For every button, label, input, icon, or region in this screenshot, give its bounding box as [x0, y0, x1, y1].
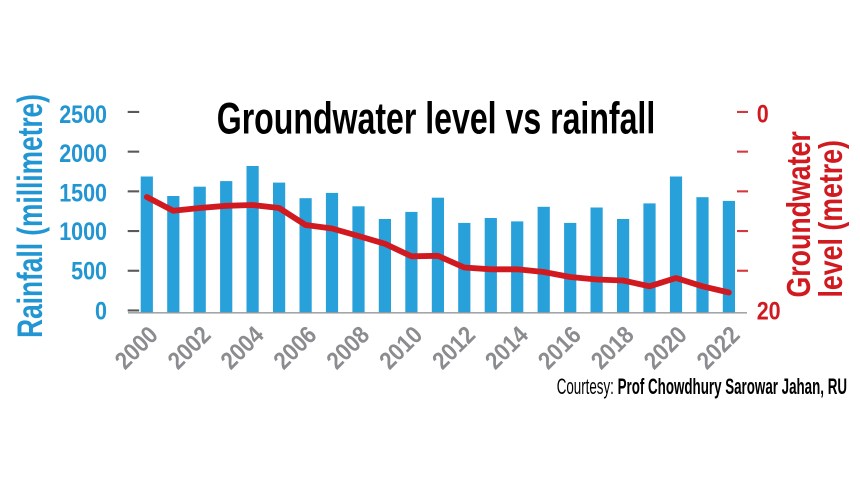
svg-text:Groundwater level vs rainfall: Groundwater level vs rainfall: [217, 94, 656, 143]
svg-text:0: 0: [757, 100, 769, 128]
svg-text:Courtesy: Prof Chowdhury Sarow: Courtesy: Prof Chowdhury Sarowar Jahan, …: [557, 373, 847, 399]
svg-text:level (metre): level (metre): [813, 140, 849, 297]
svg-text:2000: 2000: [59, 139, 107, 167]
svg-text:1500: 1500: [59, 179, 107, 207]
svg-text:20: 20: [757, 297, 781, 325]
svg-text:1000: 1000: [59, 218, 107, 246]
svg-text:Rainfall (millimetre): Rainfall (millimetre): [10, 94, 50, 338]
svg-text:Groundwater: Groundwater: [781, 131, 817, 298]
svg-text:500: 500: [71, 257, 107, 285]
svg-text:0: 0: [95, 297, 107, 325]
svg-text:2500: 2500: [59, 100, 107, 128]
